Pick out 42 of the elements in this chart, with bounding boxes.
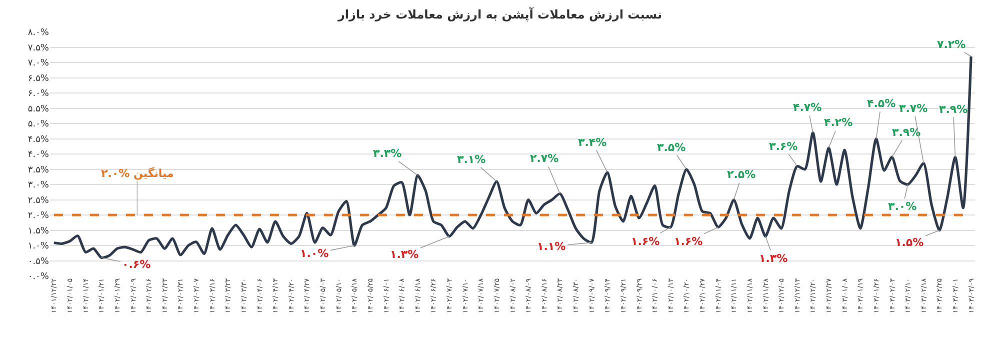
y-tick-label: ۰.۵% bbox=[28, 256, 50, 267]
y-tick-label: ۲.۰% bbox=[28, 211, 50, 222]
annotation: ۱.۰% bbox=[300, 247, 329, 260]
annotation: ۳.۷% bbox=[899, 102, 928, 115]
annotation: ۱.۶% bbox=[674, 235, 703, 248]
annotation: ۴.۷% bbox=[793, 101, 822, 114]
annotation: ۴.۲% bbox=[824, 116, 853, 129]
annotation: ۲.۵% bbox=[727, 168, 756, 181]
annotation: ۳.۹% bbox=[939, 103, 968, 116]
annotation: ۲.۷% bbox=[530, 152, 559, 165]
annotation: ۴.۵% bbox=[867, 97, 896, 110]
annotation: ۳.۱% bbox=[457, 153, 486, 166]
y-tick-label: ۰.۰% bbox=[28, 272, 50, 282]
annotation: ۳.۴% bbox=[578, 136, 607, 149]
annotation: ۰.۶% bbox=[122, 258, 151, 271]
y-tick-label: ۳.۵% bbox=[28, 165, 50, 176]
y-tick-label: ۷.۵% bbox=[28, 43, 50, 54]
y-tick-label: ۶.۵% bbox=[28, 74, 50, 84]
annotation: ۳.۳% bbox=[373, 147, 402, 160]
annotation: ۱.۱% bbox=[537, 240, 566, 253]
y-tick-label: ۵.۰% bbox=[28, 120, 50, 130]
annotation: ۱.۵% bbox=[895, 236, 924, 249]
ref-line-label: ۲.۰% میانگین bbox=[101, 167, 174, 180]
annotation: ۳.۵% bbox=[657, 141, 686, 154]
y-tick-label: ۱.۵% bbox=[28, 226, 50, 236]
annotation: ۳.۶% bbox=[769, 140, 798, 153]
annotation: ۳.۹% bbox=[892, 126, 921, 139]
annotation: ۱.۶% bbox=[631, 235, 660, 248]
annotation: ۳.۰% bbox=[888, 200, 917, 213]
y-tick-label: ۵.۵% bbox=[28, 104, 50, 114]
y-tick-label: ۷.۰% bbox=[28, 58, 50, 69]
y-tick-label: ۱.۰% bbox=[28, 242, 50, 252]
y-tick-label: ۴.۰% bbox=[28, 150, 50, 160]
y-tick-label: ۴.۵% bbox=[28, 134, 50, 145]
annotation: ۱.۳% bbox=[390, 248, 419, 261]
annotation: ۷.۲% bbox=[937, 38, 966, 51]
chart-title: نسبت ارزش معاملات آپشن به ارزش معاملات خرد بازار bbox=[337, 6, 662, 22]
y-tick-label: ۲.۵% bbox=[28, 196, 50, 206]
annotation: ۱.۳% bbox=[759, 252, 788, 265]
y-tick-label: ۸.۰% bbox=[28, 28, 50, 38]
y-tick-label: ۳.۰% bbox=[28, 180, 50, 191]
y-tick-label: ۶.۰% bbox=[28, 89, 50, 100]
